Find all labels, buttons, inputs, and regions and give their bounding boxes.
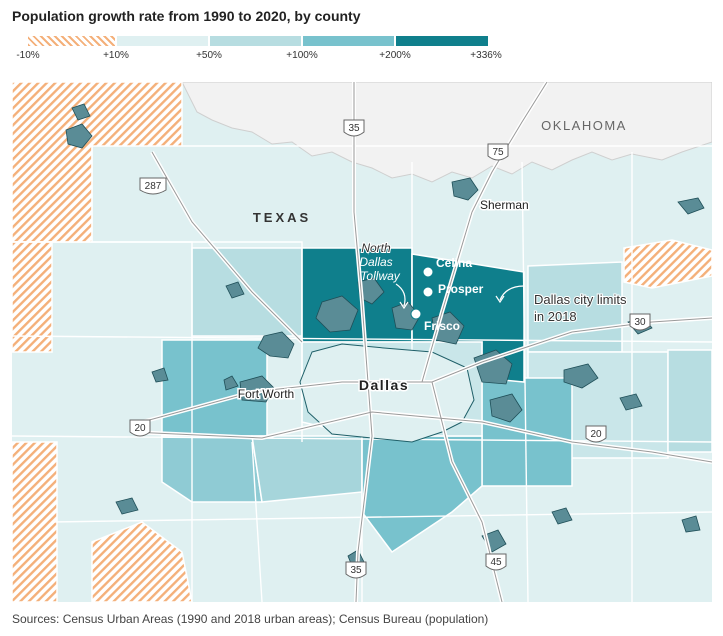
legend-tick: -10%: [16, 50, 40, 61]
city-marker-celina: [422, 266, 434, 278]
city-label-frisco: Frisco: [424, 319, 460, 333]
county-high: [161, 435, 263, 503]
highway-number: 20: [134, 423, 146, 434]
legend-tick: +10%: [103, 50, 129, 61]
legend-tick: +200%: [379, 50, 411, 61]
legend-tick: +336%: [470, 50, 502, 61]
highway-number: 287: [145, 181, 162, 192]
highway-shield-us45: 45: [485, 553, 507, 571]
city-marker-prosper: [422, 286, 434, 298]
source-note: Sources: Census Urban Areas (1990 and 20…: [12, 612, 489, 626]
county-high: [251, 435, 363, 503]
city-label-celina: Celina: [436, 256, 472, 270]
highway-shield-i30: 30: [629, 313, 651, 331]
arrowhead: [495, 295, 505, 304]
state-label-texas: TEXAS: [253, 210, 311, 225]
annotation-tollway-line3: Tollway: [360, 269, 401, 283]
city-label-sherman: Sherman: [480, 198, 529, 212]
highway-shield-i20-east: 20: [585, 425, 607, 443]
legend-swatch-low: [117, 36, 208, 46]
city-marker-frisco: [410, 308, 422, 320]
annotation-tollway-line1: North: [361, 241, 391, 255]
chart-title: Population growth rate from 1990 to 2020…: [12, 8, 361, 24]
legend-tick: +100%: [286, 50, 318, 61]
legend-swatch-mid: [210, 36, 301, 46]
highway-shield-i20-west: 20: [129, 419, 151, 437]
annotation-tollway-arrow: [395, 283, 406, 307]
city-label-fort-worth: Fort Worth: [238, 387, 294, 401]
city-label-prosper: Prosper: [438, 282, 484, 296]
highway-shield-i35-north: 35: [343, 119, 365, 137]
legend: -10% +10% +50% +100% +200% +336%: [16, 36, 502, 66]
city-label-dallas: Dallas: [359, 377, 409, 393]
legend-swatch-high: [303, 36, 394, 46]
highway-number: 45: [490, 557, 502, 568]
highway-number: 20: [590, 429, 602, 440]
legend-swatch-decline: [28, 36, 115, 46]
state-label-oklahoma: OKLAHOMA: [541, 118, 627, 133]
county-map: 35 287 75 30 20 20 35 45 TEXAS OKLAHOMA …: [12, 82, 712, 602]
urban-areas: [65, 103, 705, 567]
annotation-limits-line1: Dallas city limits: [534, 292, 627, 307]
annotation-limits-arrow: [499, 285, 525, 301]
county-decline: [12, 441, 58, 602]
arrowhead: [399, 301, 409, 310]
highway-number: 30: [634, 317, 646, 328]
county-mid: [527, 261, 623, 353]
highway-casing: [131, 82, 712, 602]
county-decline: [91, 521, 193, 602]
annotation-limits-line2: in 2018: [534, 309, 577, 324]
highway-shield-us75: 75: [487, 143, 509, 161]
highway-shield-i35-south: 35: [345, 561, 367, 579]
highway-number: 35: [350, 565, 362, 576]
county-mid: [667, 349, 712, 453]
highway-number: 35: [348, 123, 360, 134]
region-oklahoma: [181, 82, 712, 183]
legend-swatch-highest: [396, 36, 488, 46]
annotation-tollway-line2: Dallas: [359, 255, 392, 269]
county-decline: [623, 239, 712, 289]
highway-number: 75: [492, 147, 504, 158]
legend-tick: +50%: [196, 50, 222, 61]
highway-shield-us287: 287: [139, 177, 167, 195]
